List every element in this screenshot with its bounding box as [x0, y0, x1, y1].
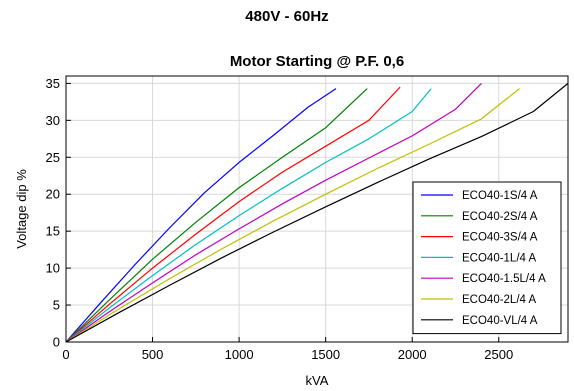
y-axis-title: Voltage dip % [14, 169, 29, 249]
x-tick-label: 1500 [311, 347, 340, 362]
x-tick-label: 0 [62, 347, 69, 362]
y-tick-label: 0 [53, 335, 60, 350]
series-line-0 [65, 88, 337, 343]
legend-label-3: ECO40-1L/4 A [462, 252, 536, 264]
legend-label-1: ECO40-2S/4 A [462, 211, 538, 223]
y-tick-label: 5 [53, 298, 60, 313]
grid-lines [66, 76, 568, 342]
series-line-2 [65, 86, 401, 343]
y-tick-label: 30 [46, 113, 60, 128]
legend-label-6: ECO40-VL/4 A [462, 315, 538, 327]
plot-frame [65, 75, 569, 343]
series-line-1 [65, 88, 368, 343]
series-line-6 [65, 82, 569, 343]
x-tick-label: 2000 [398, 347, 427, 362]
y-tick-label: 10 [46, 261, 60, 276]
x-tick-label: 2500 [484, 347, 513, 362]
chart-title: Motor Starting @ P.F. 0,6 [230, 53, 404, 70]
x-axis-title: kVA [306, 373, 329, 388]
legend: ECO40-1S/4 A ECO40-2S/4 A ECO40-3S/4 A ECO4… [412, 181, 562, 335]
y-tick-label: 35 [46, 76, 60, 91]
legend-label-4: ECO40-1.5L/4 A [462, 273, 546, 285]
axis-ticks: 0 500 1000 1500 2000 2500 0 5 10 15 20 25 30 35 [46, 76, 514, 362]
y-tick-label: 25 [46, 150, 60, 165]
legend-label-5: ECO40-2L/4 A [462, 294, 536, 306]
legend-label-2: ECO40-3S/4 A [462, 232, 538, 244]
y-tick-label: 15 [46, 224, 60, 239]
legend-label-0: ECO40-1S/4 A [462, 190, 538, 202]
series-line-4 [65, 82, 482, 343]
series-line-3 [65, 88, 432, 343]
y-tick-label: 20 [46, 187, 60, 202]
series-lines [65, 82, 569, 343]
x-tick-label: 500 [142, 347, 164, 362]
series-line-5 [65, 88, 520, 343]
x-tick-label: 1000 [225, 347, 254, 362]
page-title: 480V - 60Hz [245, 8, 329, 25]
